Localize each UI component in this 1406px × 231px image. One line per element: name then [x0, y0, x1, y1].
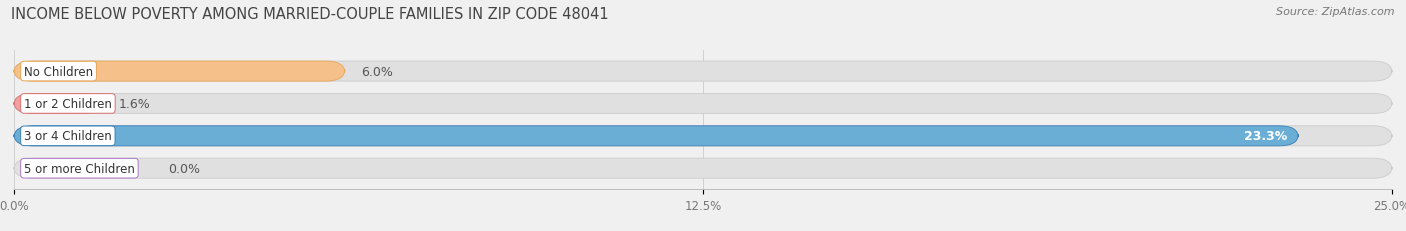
Text: No Children: No Children — [24, 65, 93, 78]
FancyBboxPatch shape — [14, 126, 1298, 146]
FancyBboxPatch shape — [14, 62, 1392, 82]
Text: Source: ZipAtlas.com: Source: ZipAtlas.com — [1277, 7, 1395, 17]
Text: INCOME BELOW POVERTY AMONG MARRIED-COUPLE FAMILIES IN ZIP CODE 48041: INCOME BELOW POVERTY AMONG MARRIED-COUPL… — [11, 7, 609, 22]
Text: 23.3%: 23.3% — [1244, 130, 1288, 143]
FancyBboxPatch shape — [14, 62, 344, 82]
FancyBboxPatch shape — [14, 158, 1392, 179]
FancyBboxPatch shape — [14, 126, 1392, 146]
Text: 1 or 2 Children: 1 or 2 Children — [24, 97, 112, 110]
Text: 1.6%: 1.6% — [118, 97, 150, 110]
Text: 0.0%: 0.0% — [169, 162, 201, 175]
FancyBboxPatch shape — [14, 94, 1392, 114]
Text: 6.0%: 6.0% — [361, 65, 394, 78]
FancyBboxPatch shape — [14, 94, 103, 114]
Text: 3 or 4 Children: 3 or 4 Children — [24, 130, 111, 143]
Text: 5 or more Children: 5 or more Children — [24, 162, 135, 175]
